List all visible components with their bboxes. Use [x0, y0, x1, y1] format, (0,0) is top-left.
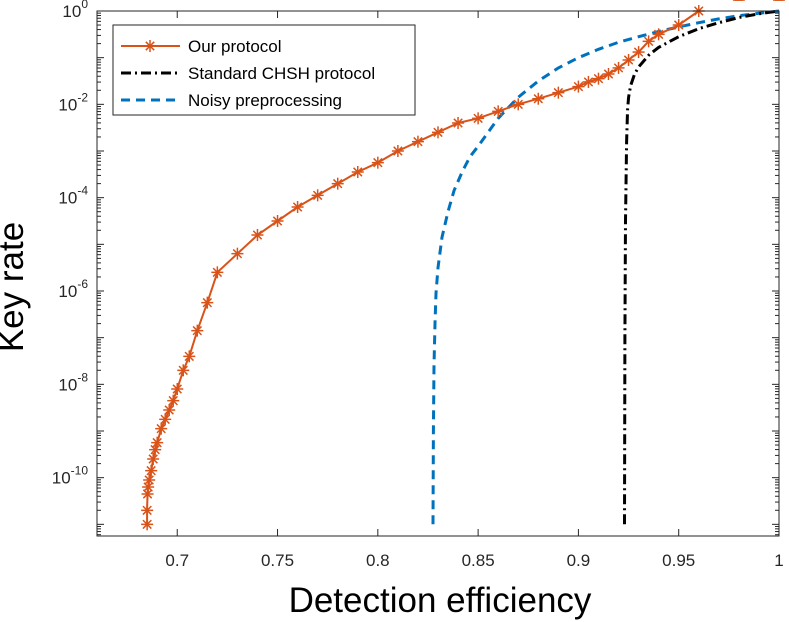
data-point-marker [672, 19, 685, 31]
data-point-marker [159, 413, 172, 426]
data-point-marker [142, 481, 155, 493]
data-point-marker [177, 364, 190, 377]
data-point-marker [171, 383, 184, 395]
data-point-marker [371, 156, 384, 169]
data-point-marker [632, 46, 645, 59]
data-point-marker [351, 166, 364, 178]
data-point-marker [145, 464, 158, 477]
legend-label-standard-chsh: Standard CHSH protocol [188, 64, 375, 83]
data-point-marker [582, 75, 595, 88]
data-point-marker [141, 518, 154, 531]
y-tick-label: 10-6 [58, 277, 88, 301]
data-point-marker [291, 201, 304, 213]
y-tick-label: 10-8 [58, 370, 88, 394]
series-layer [141, 0, 785, 531]
data-point-marker [612, 61, 625, 74]
data-point-marker [183, 350, 196, 363]
legend-entry-noisy-preprocessing: Noisy preprocessing [121, 91, 342, 110]
legend-entry-standard-chsh: Standard CHSH protocol [121, 64, 375, 83]
data-point-marker [311, 189, 324, 202]
ticks-layer [97, 10, 780, 536]
data-point-marker [231, 247, 244, 260]
axes-layer [96, 10, 780, 537]
data-point-marker [141, 504, 154, 517]
data-point-marker [512, 98, 525, 111]
data-point-marker [155, 422, 168, 435]
data-point-marker [151, 436, 164, 449]
legend-entry-our-protocol: Our protocol [121, 37, 282, 56]
data-point-marker [642, 35, 655, 48]
data-point-marker [572, 80, 585, 93]
x-tick-label: 0.9 [567, 551, 591, 570]
data-point-marker [652, 28, 665, 41]
legend-asterisk-marker [144, 40, 156, 52]
legend-label-noisy-preprocessing: Noisy preprocessing [188, 91, 342, 110]
data-point-marker [552, 86, 565, 99]
legend: Our protocol Standard CHSH protocol Nois… [112, 24, 416, 116]
x-tick-label: 1 [774, 551, 783, 570]
data-point-marker [163, 404, 176, 416]
data-point-marker [622, 54, 635, 66]
data-point-marker [602, 68, 615, 80]
legend-marker-our-protocol [144, 40, 156, 52]
data-point-marker [532, 92, 545, 105]
data-point-marker [452, 117, 465, 129]
data-point-marker [167, 394, 180, 407]
y-tick-label: 10-10 [52, 464, 89, 488]
y-tick-label: 10-4 [58, 184, 88, 208]
legend-label-our-protocol: Our protocol [188, 37, 282, 56]
data-point-marker [331, 177, 344, 190]
data-point-marker [492, 105, 505, 118]
legend-box [112, 24, 416, 116]
y-tick-label: 10-2 [58, 90, 88, 114]
x-tick-label: 0.75 [261, 551, 294, 570]
data-point-marker [147, 453, 160, 465]
data-point-marker [211, 266, 224, 279]
plot-frame [96, 10, 780, 537]
x-axis-title: Detection efficiency [289, 581, 592, 620]
x-tick-label: 0.8 [366, 551, 390, 570]
data-point-marker [251, 229, 264, 241]
data-point-marker [271, 215, 284, 227]
data-point-marker [472, 112, 485, 125]
x-tick-label: 0.7 [165, 551, 189, 570]
data-point-marker [411, 135, 424, 148]
y-axis-title: Key rate [0, 222, 31, 352]
x-tick-label: 0.95 [662, 551, 695, 570]
data-point-marker [391, 145, 404, 157]
data-point-marker [432, 126, 444, 139]
data-point-marker [201, 296, 214, 309]
y-tick-label: 100 [62, 0, 88, 21]
data-point-marker [592, 72, 605, 85]
data-point-marker [191, 324, 204, 337]
data-point-marker [143, 474, 156, 486]
y-tick-labels: 100 10-2 10-4 10-6 10-8 10-10 [52, 0, 89, 488]
x-tick-label: 0.85 [462, 551, 495, 570]
x-tick-labels: 0.7 0.75 0.8 0.85 0.9 0.95 1 [165, 551, 783, 570]
